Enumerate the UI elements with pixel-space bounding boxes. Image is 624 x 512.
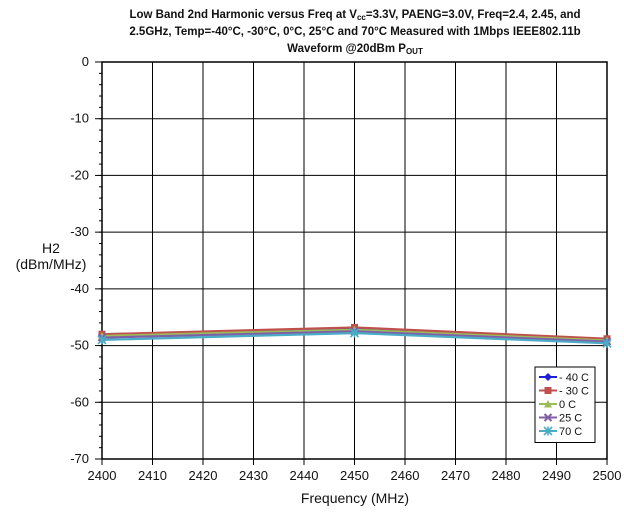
legend-swatch-marker: [544, 373, 552, 381]
y-tick-label: -70: [70, 451, 89, 466]
legend-label: 25 C: [559, 413, 582, 425]
plot-frame: [101, 61, 608, 460]
y-tick-label: -30: [70, 224, 89, 239]
x-tick-label: 2440: [290, 468, 319, 483]
legend-swatch-marker: [543, 413, 553, 422]
chart-title-line-1: Low Band 2nd Harmonic versus Freq at Vcc…: [129, 9, 581, 22]
x-tick-label: 2500: [593, 468, 622, 483]
y-axis-label: H2 (dBm/MHz): [15, 240, 87, 272]
x-tick-label: 2480: [492, 468, 521, 483]
x-tick-label: 2430: [239, 468, 268, 483]
y-tick-label: 0: [82, 54, 89, 69]
data-point: [349, 328, 360, 338]
legend-label: 0 C: [559, 399, 576, 411]
data-point: [602, 338, 612, 348]
y-tick-label: -50: [70, 338, 89, 353]
x-tick-label: 2490: [542, 468, 571, 483]
chart-title-line-3: Waveform @20dBm POUT: [287, 43, 423, 56]
x-tick-label: 2450: [340, 468, 369, 483]
x-tick-label: 2400: [88, 468, 117, 483]
y-tick-label: -20: [70, 167, 89, 182]
y-tick-label: -60: [70, 394, 89, 409]
legend-swatch-marker: [544, 387, 552, 394]
legend-label: - 30 C: [559, 386, 589, 398]
y-tick-label: -40: [70, 281, 89, 296]
x-tick-label: 2460: [391, 468, 420, 483]
legend: - 40 C - 30 C0 C 25 C70 C: [534, 366, 596, 443]
y-tick-label: -10: [70, 111, 89, 126]
chart-title-line-2: 2.5GHz, Temp=-40°C, -30°C, 0°C, 25°C and…: [129, 26, 581, 38]
x-tick-label: 2470: [441, 468, 470, 483]
x-tick-label: 2420: [189, 468, 218, 483]
series-4: [97, 328, 612, 348]
legend-label: - 40 C: [559, 372, 589, 384]
x-tick-label: 2410: [138, 468, 167, 483]
legend-swatch-marker: [543, 426, 553, 436]
legend-label: 70 C: [559, 426, 582, 438]
x-axis-label: Frequency (MHz): [300, 490, 410, 506]
data-point: [97, 335, 107, 345]
legend-swatch-marker: [544, 400, 552, 408]
